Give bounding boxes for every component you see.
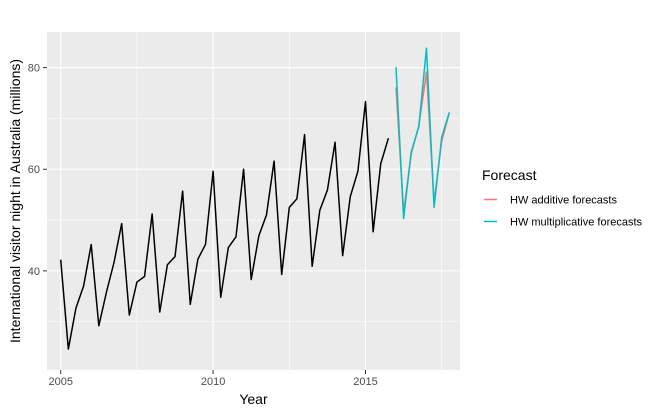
- y-axis-title: International visitor night in Australia…: [7, 59, 23, 343]
- series-line-history: [59, 100, 390, 350]
- series-line-multiplicative: [395, 47, 451, 220]
- legend-label: HW multiplicative forecasts: [510, 217, 643, 229]
- x-tick-label: 2005: [48, 376, 72, 388]
- x-tick-label: 2010: [201, 376, 225, 388]
- axis-ticks: [43, 67, 367, 374]
- x-tick-label: 2015: [353, 376, 377, 388]
- y-tick-label: 40: [28, 266, 40, 278]
- plot-panel: [47, 32, 460, 370]
- legend-keys: HW additive forecasts HW multiplicative f…: [482, 191, 643, 230]
- y-tick-label: 60: [28, 164, 40, 176]
- x-tick-labels: 2005 2010 2015: [48, 376, 377, 388]
- legend: Forecast HW additive forecasts HW multipl…: [482, 167, 643, 230]
- legend-label: HW additive forecasts: [510, 195, 617, 207]
- x-axis-title: Year: [239, 391, 268, 407]
- y-tick-label: 80: [28, 63, 40, 75]
- major-gridlines: [47, 32, 460, 370]
- minor-gridlines: [47, 32, 460, 370]
- y-tick-labels: 40 60 80: [28, 63, 40, 278]
- series-layer: [59, 47, 451, 350]
- legend-title: Forecast: [482, 167, 537, 183]
